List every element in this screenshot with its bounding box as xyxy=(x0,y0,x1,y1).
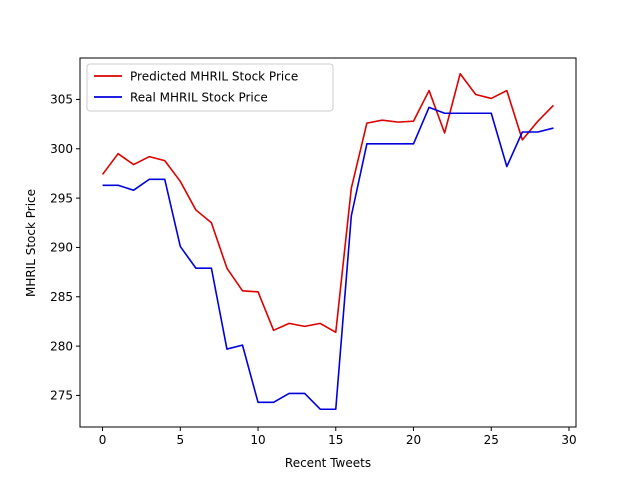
y-tick-label: 305 xyxy=(50,93,73,107)
x-tick-label: 20 xyxy=(406,433,421,447)
y-axis-label: MHRIL Stock Price xyxy=(24,189,38,297)
x-tick-label: 0 xyxy=(99,433,107,447)
y-tick-label: 295 xyxy=(50,191,73,205)
legend-box xyxy=(86,63,334,112)
y-tick-label: 290 xyxy=(50,241,73,255)
legend-label-predicted: Predicted MHRIL Stock Price xyxy=(130,70,298,84)
y-tick-label: 280 xyxy=(50,339,73,353)
x-tick-label: 10 xyxy=(250,433,265,447)
x-axis-label: Recent Tweets xyxy=(285,456,371,470)
series-layer xyxy=(101,72,555,411)
y-tick-label: 285 xyxy=(50,290,73,304)
y-tick-label: 275 xyxy=(50,389,73,403)
x-tick-label: 30 xyxy=(561,433,576,447)
y-axis: 275 280 285 290 295 300 305 xyxy=(50,93,80,403)
legend-label-real: Real MHRIL Stock Price xyxy=(130,91,268,105)
x-tick-label: 15 xyxy=(328,433,343,447)
plot-frame xyxy=(79,57,577,428)
legend: Predicted MHRIL Stock Price Real MHRIL S… xyxy=(86,63,334,112)
y-tick-label: 300 xyxy=(50,142,73,156)
x-tick-label: 5 xyxy=(176,433,184,447)
x-axis: 0 5 10 15 20 25 30 xyxy=(99,427,577,447)
series-line-real xyxy=(102,106,554,411)
x-tick-label: 25 xyxy=(484,433,499,447)
series-line-predicted xyxy=(101,72,555,334)
